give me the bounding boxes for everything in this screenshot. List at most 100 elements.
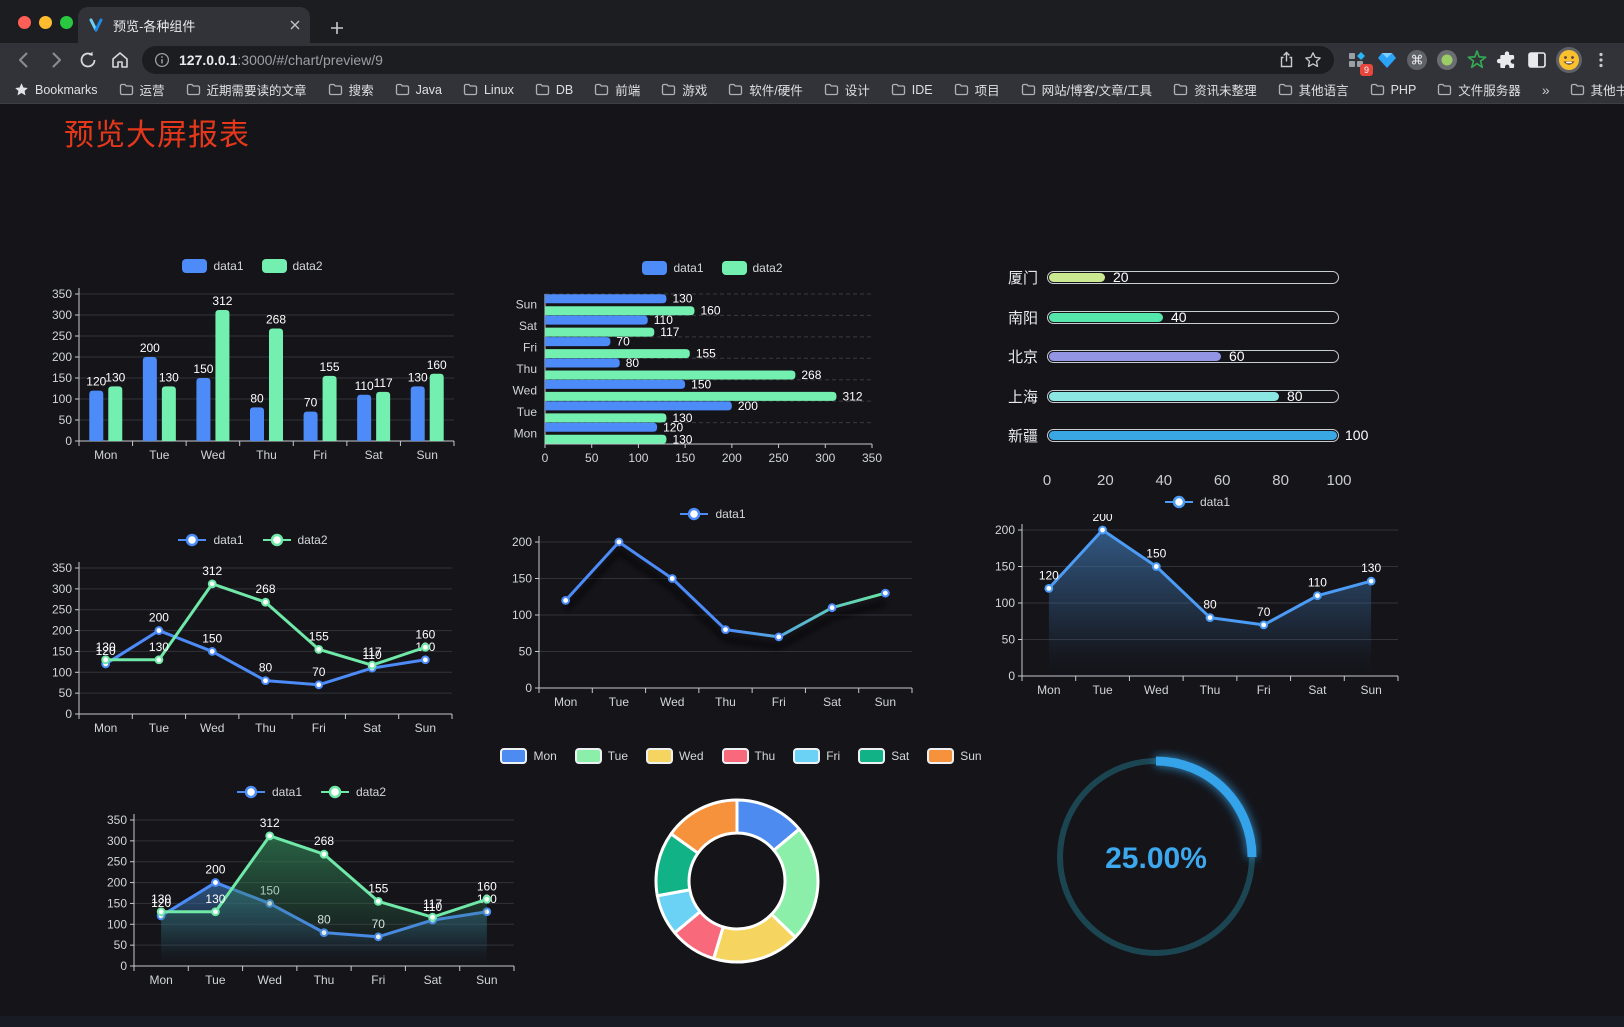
minimize-window-button[interactable] [39,16,52,29]
bookmark-folder-item[interactable]: 设计 [824,80,870,99]
extension-record-icon[interactable] [1432,46,1462,74]
legend-item-data1[interactable]: data1 [642,261,704,275]
bookmark-folder-item[interactable]: 游戏 [661,80,707,99]
legend-item-data1[interactable]: data1 [236,785,302,799]
multi-line-chart[interactable]: data1 data2 0 50 100 150 200 250 300 350 Mon Tue Wed… [45,528,460,740]
bookmark-folder-item[interactable]: DB [535,83,573,97]
other-bookmarks[interactable]: 其他书签 [1570,80,1624,99]
browser-menu-button[interactable] [1586,46,1616,74]
svg-text:150: 150 [52,371,72,385]
gauge-chart[interactable]: 25.00% [1050,749,1262,965]
folder-icon [1021,83,1035,96]
svg-text:200: 200 [149,611,169,625]
extensions-puzzle-button[interactable] [1492,46,1522,74]
pie-slice-Sun[interactable] [669,798,739,855]
folder-icon [891,83,905,96]
svg-text:350: 350 [52,287,72,301]
browser-toolbar: 127.0.0.1:3000/#/chart/preview/9 9 [0,43,1624,76]
legend-item-Wed[interactable]: Wed [646,748,704,764]
legend-item-Fri[interactable]: Fri [793,748,840,764]
profile-avatar[interactable] [1556,46,1582,73]
bottom-strip [0,1016,1624,1027]
extension-gem-icon[interactable] [1372,46,1402,74]
grouped-bar-chart[interactable]: data1 data2 0 50 100 150 200 250 300 350 Mon Tue Wed… [45,254,460,469]
svg-text:Wed: Wed [513,383,537,397]
legend-item-data1[interactable]: data1 [182,259,244,273]
bookmarks-manager[interactable]: Bookmarks [14,82,98,97]
legend-item-Sun[interactable]: Sun [927,748,982,764]
bar [250,407,264,441]
bookmark-folder-item[interactable]: 文件服务器 [1437,80,1521,99]
donut-chart[interactable]: Mon Tue Wed Thu Fri Sat Sun [500,744,982,969]
legend-item-Sat[interactable]: Sat [858,748,909,764]
folder-icon [395,83,409,96]
bookmark-label: 项目 [974,84,1000,98]
area-line-chart[interactable]: data1 0 50 100 150 200 Mon Tue Wed Thu Fri Sat Sun 12… [988,490,1406,702]
sidebar-toggle-button[interactable] [1522,46,1552,74]
folder-icon [186,83,200,96]
svg-text:120: 120 [86,375,106,389]
address-bar[interactable]: 127.0.0.1:3000/#/chart/preview/9 [142,45,1334,74]
capsule-progress-chart[interactable]: 厦门 20 南阳 40 北京 60 上海 80 新疆 100 0 20 40 60 80 100 [992,256,1404,493]
home-button[interactable] [104,46,136,74]
extension-grid-icon[interactable]: 9 [1342,46,1373,76]
bookmark-folder-item[interactable]: 搜索 [328,80,374,99]
legend-item-data1[interactable]: data1 [1164,495,1230,509]
gauge-value: 25.00% [1105,842,1207,875]
forward-button[interactable] [40,46,72,74]
extension-star-icon[interactable] [1462,46,1492,74]
new-tab-button[interactable] [322,13,352,43]
legend-item-data1[interactable]: data1 [679,507,746,521]
bar [322,375,337,441]
legend-item-data2[interactable]: data2 [320,785,386,799]
bookmark-folder-item[interactable]: 前端 [594,80,640,99]
close-window-button[interactable] [18,16,31,29]
extension-command-icon[interactable]: ⌘ [1402,46,1432,74]
site-info-icon[interactable] [154,52,170,68]
bookmark-folder-item[interactable]: PHP [1370,82,1417,97]
bookmark-label: 软件/硬件 [749,84,803,98]
svg-text:200: 200 [107,876,127,890]
legend-item-data2[interactable]: data2 [721,261,783,275]
maximize-window-button[interactable] [60,16,73,29]
bar [545,422,658,432]
svg-text:Sun: Sun [516,298,537,312]
bookmark-folder-item[interactable]: 近期需要读的文章 [186,80,307,99]
share-icon[interactable] [1278,51,1295,69]
bookmark-folder-item[interactable]: 项目 [954,80,1000,99]
svg-text:120: 120 [663,420,683,434]
horizontal-bar-chart[interactable]: data1 data2 0 50 100 150 200 250 300 350 Mon 120 130… [505,256,920,469]
tab-close-icon[interactable] [290,20,300,30]
chart-canvas: 0 50 100 150 200 Mon Tue Wed Thu Fri Sat Sun [512,535,913,709]
bookmark-folder-item[interactable]: Linux [463,83,514,97]
legend-label: Thu [754,749,776,763]
bookmark-folder-item[interactable]: 其他语言 [1278,80,1349,99]
progress-row-北京: 北京 60 [992,337,1404,377]
bar [545,306,695,316]
legend-item-Tue[interactable]: Tue [574,748,628,764]
legend-item-Thu[interactable]: Thu [721,748,776,764]
legend-item-data1[interactable]: data1 [177,533,244,547]
bookmark-folder-item[interactable]: Java [395,83,442,97]
browser-tab[interactable]: 预览-各种组件 [78,7,310,43]
gradient-line-chart[interactable]: data1 0 50 100 150 200 Mon Tue Wed Thu Fri Sat Sun [505,502,920,714]
legend-item-data2[interactable]: data2 [262,533,328,547]
bookmark-folder-item[interactable]: 资讯未整理 [1173,80,1257,99]
svg-text:117: 117 [363,645,382,659]
bookmark-folder-item[interactable]: 软件/硬件 [728,80,803,99]
bookmark-folder-item[interactable]: 运营 [119,80,165,99]
bookmark-label: PHP [1390,82,1417,97]
svg-text:Thu: Thu [516,362,537,376]
bookmark-folder-item[interactable]: IDE [891,83,933,97]
bookmarks-overflow-chevron[interactable]: » [1541,81,1550,98]
legend-item-data2[interactable]: data2 [261,259,323,273]
bookmark-star-icon[interactable] [1304,51,1322,69]
back-button[interactable] [8,46,40,74]
svg-text:200: 200 [512,535,532,549]
multi-area-line-chart[interactable]: data1 data2 0 50 100 150 200 250 300 350 Mon Tue Wed… [100,780,522,992]
legend-item-Mon[interactable]: Mon [500,748,557,764]
bookmark-folder-item[interactable]: 网站/博客/文章/工具 [1021,80,1152,99]
reload-button[interactable] [72,46,104,74]
svg-text:200: 200 [140,341,160,355]
svg-text:250: 250 [769,451,789,465]
